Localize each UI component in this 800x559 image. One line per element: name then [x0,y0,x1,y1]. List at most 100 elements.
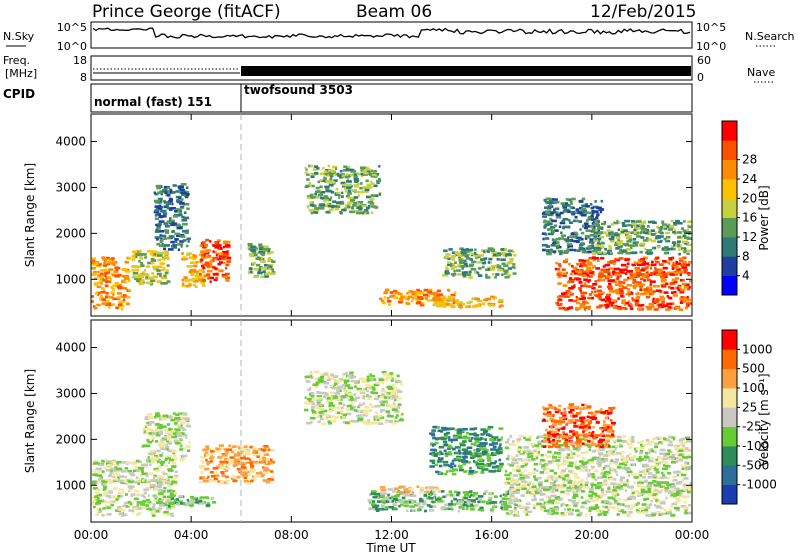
velocity-echo-cell [536,469,539,472]
power-echo-cell [217,263,221,266]
velocity-echo-cell [190,500,194,503]
velocity-echo-cell [448,439,453,442]
velocity-echo-cell [343,404,346,407]
velocity-echo-cell [471,499,476,502]
power-echo-cell [178,248,180,251]
power-echo-cell [173,215,178,218]
power-echo-cell [485,274,487,277]
velocity-echo-cell [453,498,457,501]
power-echo-cell [447,261,451,264]
power-echo-cell [132,276,137,279]
power-echo-cell [173,184,177,187]
power-echo-cell [598,285,602,288]
velocity-echo-cell [362,421,367,424]
velocity-echo-cell [525,438,531,441]
power-echo-cell [452,266,457,269]
velocity-echo-cell [217,456,223,459]
power-echo-cell [310,204,315,207]
velocity-echo-cell [375,505,379,508]
power-echo-cell [586,285,589,288]
power-echo-cell [575,308,579,311]
power-echo-cell [138,276,141,279]
power-echo-cell [388,303,391,306]
power-echo-cell [570,211,575,214]
power-echo-cell [621,264,627,267]
velocity-echo-cell [111,474,114,477]
power-echo-cell [454,261,457,264]
power-echo-cell [652,290,655,293]
power-echo-cell [411,300,414,303]
velocity-echo-cell [172,462,176,465]
velocity-echo-cell [116,468,122,471]
power-echo-cell [488,261,490,264]
power-echo-cell [104,272,109,275]
power-echo-cell [650,267,652,270]
velocity-echo-cell [432,501,435,504]
velocity-echo-cell [168,435,171,438]
velocity-echo-cell [392,490,395,493]
power-echo-cell [467,306,469,309]
power-echo-cell [610,260,615,263]
power-echo-cell [680,274,682,277]
velocity-echo-cell [206,448,210,451]
power-echo-cell [159,230,164,233]
velocity-echo-cell [170,503,175,506]
power-echo-cell [587,246,591,249]
velocity-echo-cell [332,387,337,390]
power-echo-cell [132,258,135,261]
power-echo-cell [411,291,416,294]
velocity-echo-cell [378,422,384,425]
power-echo-cell [156,243,160,246]
power-echo-cell [647,279,650,282]
power-echo-cell [672,279,678,282]
velocity-echo-cell [182,455,187,458]
velocity-echo-cell [509,472,511,475]
velocity-echo-cell [471,443,477,446]
velocity-echo-cell [484,490,487,493]
velocity-echo-cell [225,464,230,467]
power-echo-cell [632,279,636,282]
velocity-echo-cell [686,486,692,489]
velocity-echo-cell [465,449,468,452]
velocity-echo-cell [113,487,117,490]
power-echo-cell [168,248,174,251]
power-echo-cell [656,289,661,292]
velocity-echo-cell [372,503,375,506]
power-echo-cell [469,271,472,274]
velocity-echo-cell [651,500,653,503]
velocity-echo-cell [427,504,431,507]
power-echo-cell [444,271,447,274]
power-echo-cell [640,278,644,281]
power-echo-cell [210,277,214,280]
power-echo-cell [155,218,159,221]
power-echo-cell [324,186,329,189]
power-echo-cell [640,243,646,246]
velocity-echo-cell [615,458,619,461]
power-echo-cell [651,305,655,308]
velocity-echo-cell [379,379,384,382]
power-echo-cell [568,287,574,290]
power-echo-cell [686,253,689,256]
power-echo-cell [155,205,161,208]
freq-tick-low: 8 [80,71,87,84]
power-echo-cell [96,262,99,265]
velocity-echo-cell [173,455,176,458]
velocity-echo-cell [304,402,308,405]
velocity-echo-cell [187,499,189,502]
power-echo-cell [108,306,111,309]
power-echo-cell [616,241,622,244]
power-echo-cell [487,250,490,253]
velocity-echo-cell [400,383,404,386]
velocity-echo-cell [331,416,335,419]
power-echo-cell [655,261,660,264]
power-echo-cell [551,220,557,223]
power-echo-cell [169,208,173,211]
velocity-echo-cell [367,397,372,400]
beam-label: Beam 06 [356,2,432,22]
velocity-echo-cell [158,483,163,486]
power-echo-cell [452,255,457,258]
power-echo-cell [590,203,593,206]
power-echo-cell [220,247,223,250]
velocity-echo-cell [448,506,453,509]
power-echo-cell [661,280,665,283]
